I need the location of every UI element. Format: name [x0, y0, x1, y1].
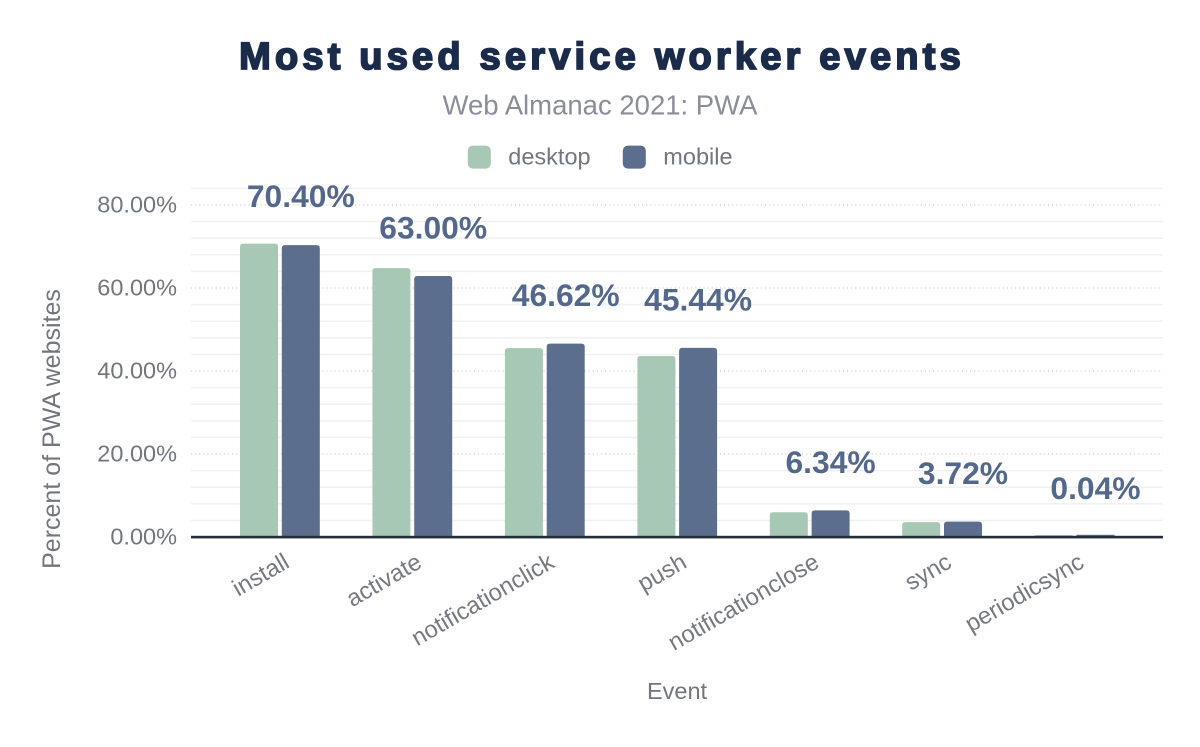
svg-text:6.34%: 6.34% [786, 444, 876, 480]
svg-text:63.00%: 63.00% [379, 210, 487, 246]
svg-text:0.00%: 0.00% [110, 524, 177, 550]
svg-text:Most used service worker event: Most used service worker events [239, 36, 965, 78]
svg-text:desktop: desktop [508, 144, 590, 170]
svg-text:3.72%: 3.72% [918, 455, 1008, 491]
svg-text:70.40%: 70.40% [247, 178, 355, 214]
svg-text:Event: Event [647, 678, 708, 704]
svg-text:mobile: mobile [663, 144, 732, 170]
svg-text:40.00%: 40.00% [97, 358, 177, 384]
svg-text:60.00%: 60.00% [97, 275, 177, 301]
svg-text:45.44%: 45.44% [644, 281, 752, 317]
svg-text:0.04%: 0.04% [1050, 470, 1140, 506]
svg-text:Percent of PWA websites: Percent of PWA websites [38, 289, 66, 569]
svg-text:20.00%: 20.00% [97, 441, 177, 467]
svg-text:80.00%: 80.00% [97, 192, 177, 218]
svg-text:46.62%: 46.62% [512, 277, 620, 313]
svg-text:Web Almanac 2021: PWA: Web Almanac 2021: PWA [443, 90, 759, 121]
